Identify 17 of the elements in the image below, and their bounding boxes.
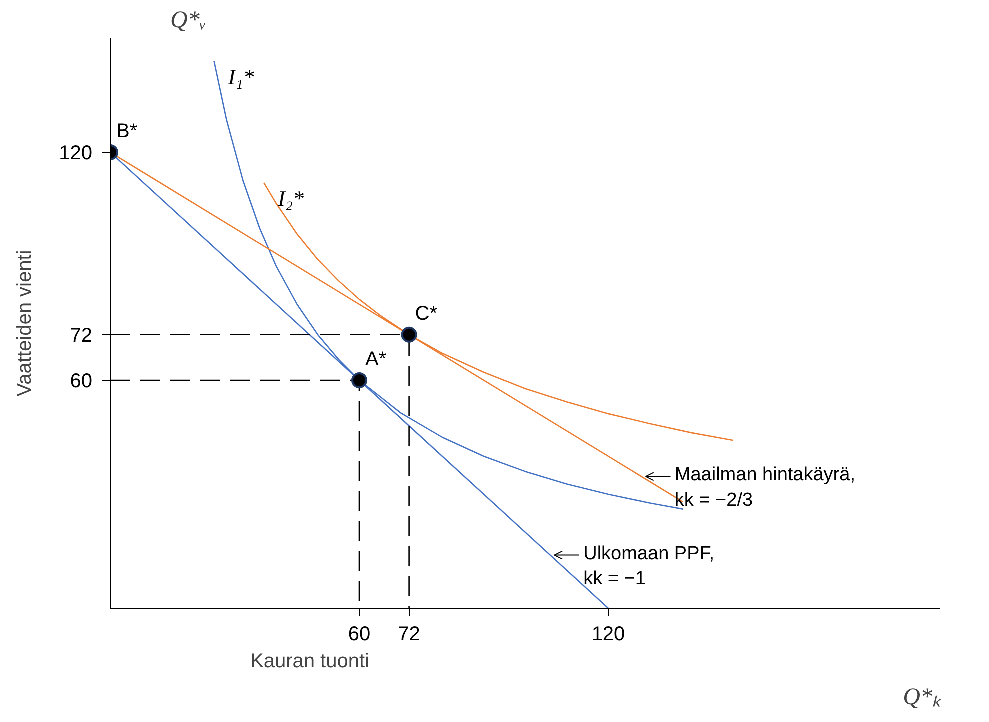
text: Vaatteiden vienti <box>14 250 36 397</box>
y-axis-title: Q*ᵥ <box>170 8 207 34</box>
x-tick-label: 60 <box>348 624 371 646</box>
series-label: I₁* <box>227 64 254 90</box>
annotation: B* <box>116 120 138 142</box>
y-tick-label: 120 <box>59 142 93 164</box>
annotation: C* <box>415 302 438 325</box>
annotation: A* <box>366 348 387 370</box>
y-tick-label: 60 <box>70 370 93 392</box>
annotation: Ulkomaan PPF, kk = −1 <box>584 543 715 590</box>
y-tick-label: 72 <box>70 324 93 347</box>
text: Kauran tuonti <box>250 650 370 672</box>
series-label: I₂* <box>277 186 304 211</box>
x-tick-label: 120 <box>592 624 626 646</box>
annotation: Maailman hintakäyrä, kk = −2/3 <box>674 464 856 511</box>
x-axis-title: Q*ₖ <box>903 684 942 710</box>
x-tick-label: 72 <box>398 624 420 646</box>
